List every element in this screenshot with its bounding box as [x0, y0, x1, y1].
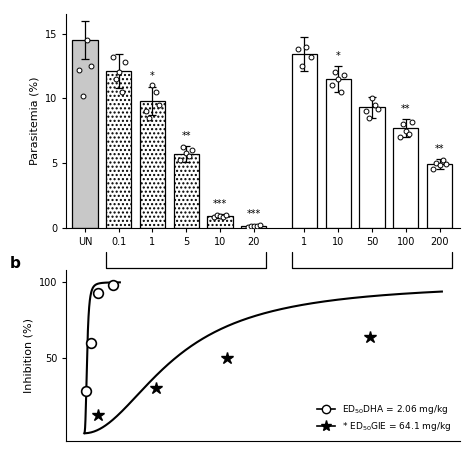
Bar — [72, 40, 98, 228]
Text: ***: *** — [246, 210, 261, 219]
Y-axis label: Inhibition (%): Inhibition (%) — [23, 318, 33, 393]
Bar — [427, 164, 452, 228]
Text: *: * — [336, 51, 341, 61]
Text: *: * — [150, 72, 155, 82]
Bar — [292, 55, 317, 228]
Text: **: ** — [401, 104, 410, 114]
Y-axis label: Parasitemia (%): Parasitemia (%) — [29, 77, 39, 165]
Bar — [359, 107, 384, 228]
Bar — [393, 128, 419, 228]
Text: ***: *** — [213, 199, 227, 209]
Text: **: ** — [182, 131, 191, 141]
Bar — [106, 71, 131, 228]
Bar — [241, 226, 266, 228]
Text: GIE (mg/kg): GIE (mg/kg) — [335, 270, 409, 280]
Bar — [140, 101, 165, 228]
Text: **: ** — [435, 144, 444, 154]
Bar — [326, 79, 351, 228]
Text: DHA (mg/kg): DHA (mg/kg) — [146, 270, 226, 280]
Text: b: b — [9, 256, 20, 271]
Legend: ED$_{50}$DHA = 2.06 mg/kg, * ED$_{50}$GIE = 64.1 mg/kg: ED$_{50}$DHA = 2.06 mg/kg, * ED$_{50}$GI… — [313, 400, 455, 436]
Bar — [173, 154, 199, 228]
Bar — [207, 216, 233, 228]
